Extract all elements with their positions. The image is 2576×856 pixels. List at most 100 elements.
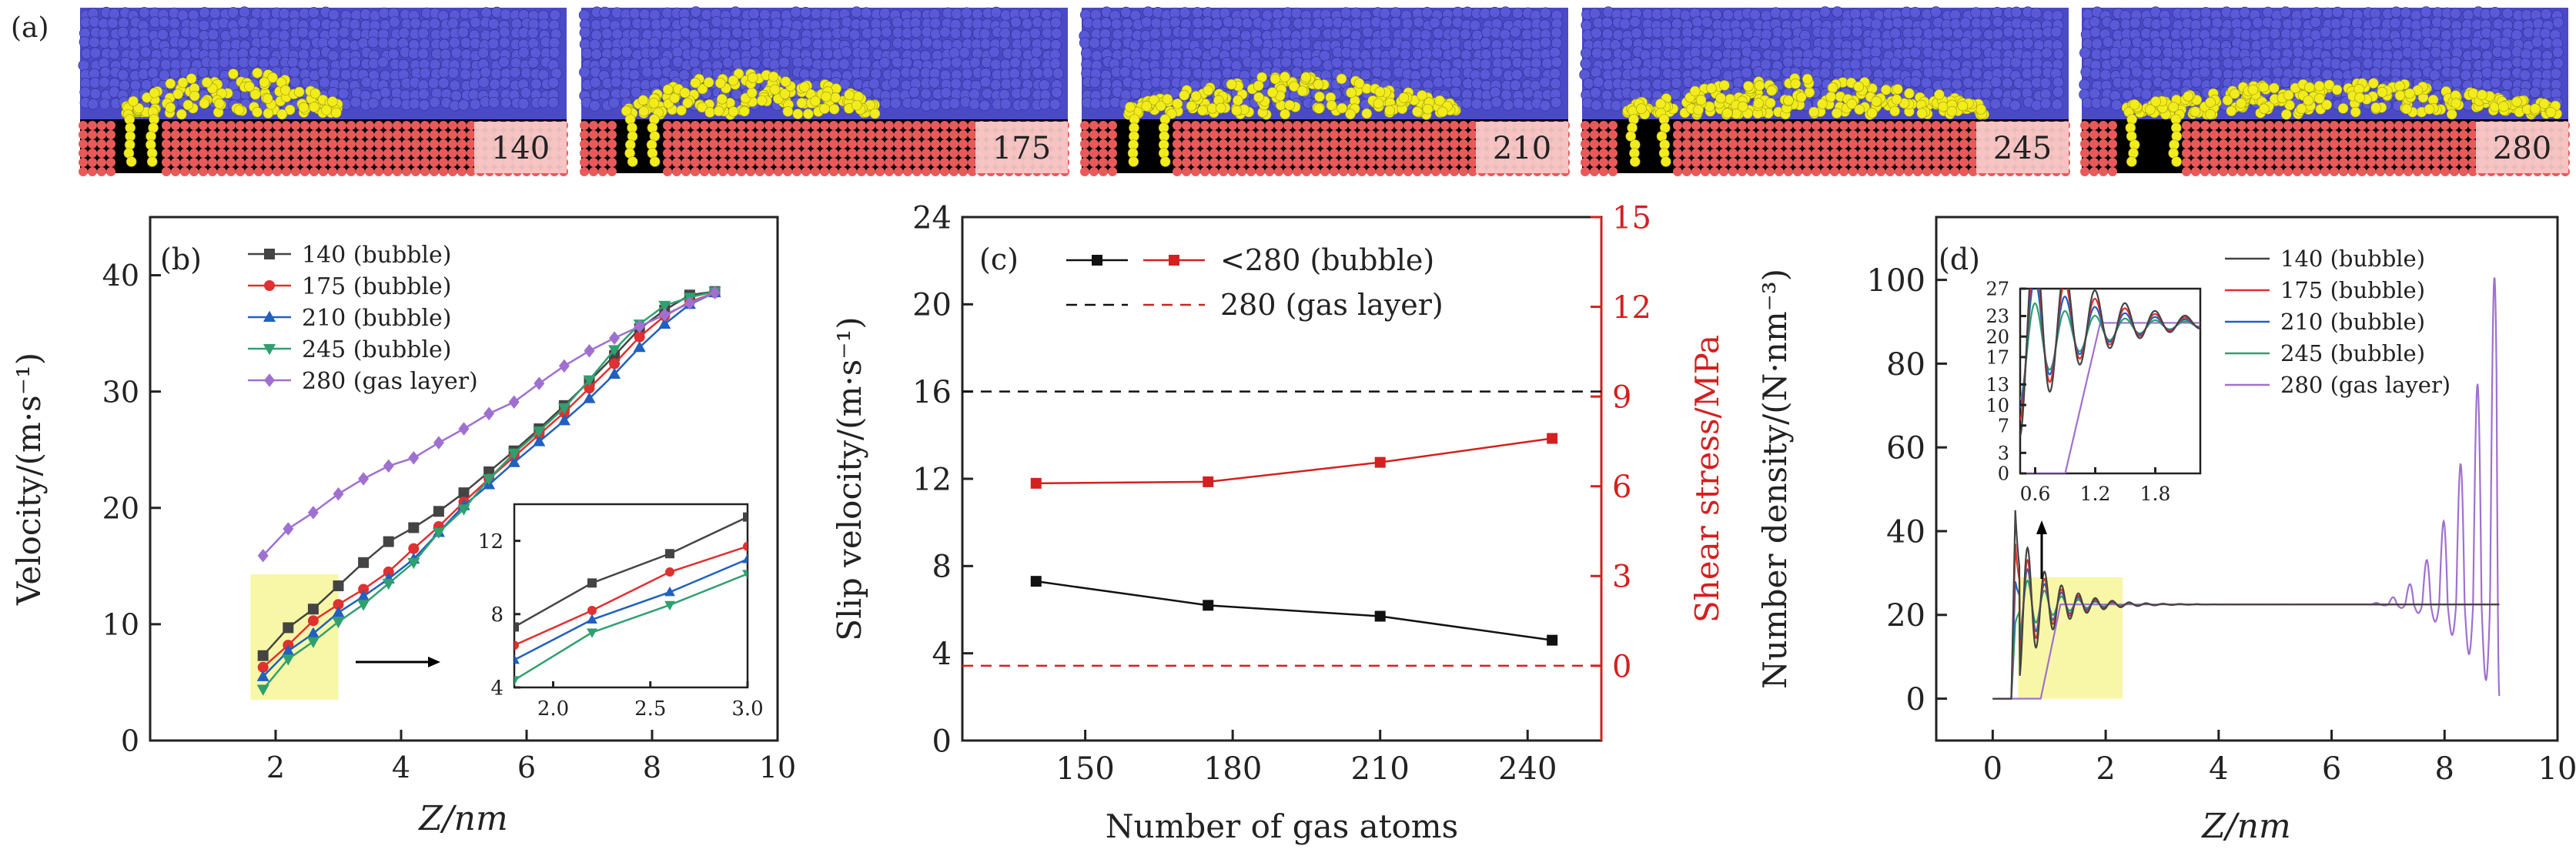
solid-atom	[448, 167, 457, 176]
liquid-atom	[228, 57, 240, 69]
solid-atom	[430, 149, 439, 158]
gas-atom	[679, 87, 691, 99]
panel-b-point	[609, 331, 621, 345]
solid-atom	[2422, 130, 2431, 139]
solid-atom	[208, 121, 217, 130]
solid-atom	[949, 158, 958, 167]
liquid-atom	[580, 48, 593, 59]
solid-atom	[811, 139, 820, 149]
liquid-atom	[2552, 57, 2564, 69]
liquid-atom	[298, 48, 309, 61]
liquid-atom	[1312, 17, 1324, 29]
liquid-atom	[1510, 79, 1521, 91]
solid-atom	[319, 167, 328, 176]
liquid-atom	[768, 27, 781, 39]
solid-atom	[1608, 130, 1618, 139]
gas-atom	[1889, 105, 1900, 117]
liquid-atom	[1019, 8, 1030, 20]
solid-atom	[598, 121, 607, 130]
gas-atom	[869, 108, 881, 119]
liquid-atom	[1301, 48, 1313, 61]
liquid-atom	[2381, 39, 2394, 52]
solid-atom	[226, 167, 236, 176]
liquid-atom	[2089, 26, 2102, 38]
solid-atom	[1802, 139, 1812, 149]
liquid-atom	[1209, 58, 1222, 70]
solid-atom	[2246, 158, 2256, 167]
solid-atom	[245, 149, 254, 158]
liquid-atom	[1300, 28, 1312, 39]
solid-atom	[1747, 167, 1756, 176]
liquid-atom	[418, 88, 430, 100]
solid-atom	[1403, 121, 1413, 130]
liquid-atom	[2400, 7, 2412, 18]
liquid-atom	[449, 37, 460, 48]
solid-atom	[1756, 130, 1765, 139]
liquid-atom	[287, 56, 299, 69]
liquid-atom	[527, 38, 540, 49]
liquid-atom	[628, 58, 640, 70]
solid-atom	[2219, 167, 2228, 176]
solid-atom	[162, 130, 171, 139]
liquid-atom	[1080, 47, 1092, 59]
solid-atom	[1738, 167, 1747, 176]
liquid-atom	[990, 6, 1002, 18]
solid-atom	[755, 149, 764, 158]
gas-atom	[199, 98, 210, 109]
solid-atom	[1413, 158, 1422, 167]
liquid-atom	[1640, 79, 1651, 91]
liquid-atom	[1041, 27, 1053, 39]
liquid-atom	[1270, 28, 1283, 41]
solid-atom	[1302, 139, 1311, 149]
liquid-atom	[500, 97, 512, 109]
solid-atom	[1756, 158, 1765, 167]
liquid-atom	[932, 38, 943, 51]
solid-atom	[589, 167, 598, 176]
solid-atom	[356, 139, 365, 149]
solid-atom	[1802, 149, 1812, 158]
solid-atom	[894, 167, 903, 176]
liquid-atom	[690, 6, 702, 18]
solid-atom	[1459, 130, 1468, 139]
liquid-atom	[1280, 27, 1292, 38]
solid-atom	[1357, 130, 1367, 139]
panel-b-point	[358, 557, 370, 568]
liquid-atom	[2020, 58, 2032, 70]
liquid-atom	[2119, 18, 2132, 30]
liquid-atom	[1429, 17, 1440, 28]
gas-atom	[1765, 97, 1776, 109]
solid-atom	[2108, 167, 2117, 176]
liquid-atom	[1489, 86, 1501, 99]
liquid-atom	[2460, 69, 2472, 81]
solid-atom	[691, 130, 700, 139]
liquid-atom	[1601, 28, 1614, 40]
gas-atom	[1827, 82, 1838, 93]
solid-atom	[393, 158, 402, 167]
solid-atom	[866, 130, 875, 139]
solid-atom	[2431, 139, 2441, 149]
gas-atom	[662, 84, 674, 95]
solid-atom	[2191, 158, 2200, 167]
solid-atom	[838, 121, 848, 130]
solid-atom	[903, 149, 912, 158]
liquid-atom	[108, 38, 119, 50]
solid-atom	[402, 139, 411, 149]
solid-atom	[838, 139, 848, 149]
liquid-atom	[1979, 17, 1992, 29]
solid-atom	[1099, 149, 1108, 158]
gas-atom	[1125, 102, 1136, 112]
solid-atom	[217, 158, 226, 167]
solid-atom	[1320, 130, 1330, 139]
liquid-atom	[2460, 38, 2472, 50]
solid-atom	[282, 121, 291, 130]
solid-atom	[1376, 158, 1385, 167]
solid-atom	[2320, 149, 2330, 158]
liquid-atom	[1861, 67, 1872, 79]
solid-atom	[1339, 139, 1348, 149]
solid-atom	[672, 167, 681, 176]
liquid-atom	[2099, 48, 2112, 60]
solid-atom	[2441, 158, 2450, 167]
liquid-atom	[1330, 57, 1343, 69]
liquid-atom	[2421, 37, 2434, 48]
solid-atom	[1719, 121, 1728, 130]
